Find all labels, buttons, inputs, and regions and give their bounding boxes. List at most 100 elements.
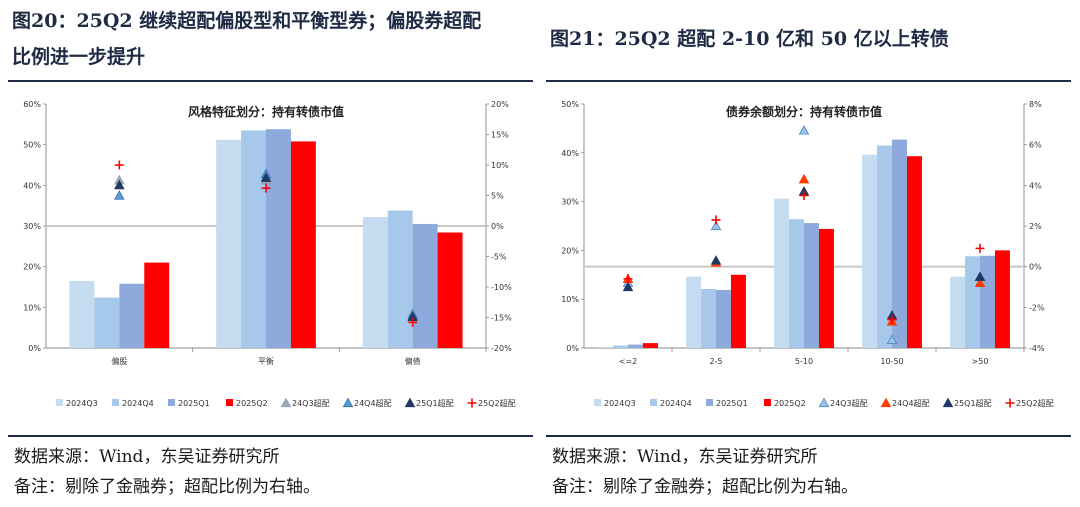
marker-24q3-10-50 [886, 334, 898, 344]
legend-marker-24q4 [880, 397, 892, 408]
x-axis-category-label: <=2 [619, 357, 638, 366]
bar-2025q2-cat [144, 262, 170, 348]
legend-label: 2024Q4 [122, 399, 154, 408]
legend-swatch-2024q4 [650, 399, 657, 406]
legend-swatch-2024q3 [594, 399, 601, 406]
legend-swatch-2024q4 [112, 399, 119, 406]
x-axis-category-label: 平衡 [258, 356, 274, 366]
bar-2025q1-10-50 [892, 139, 907, 348]
legend-label: 25Q1超配 [954, 398, 992, 408]
marker-25q2-cat [261, 183, 271, 193]
x-axis-category-label: >50 [972, 357, 989, 366]
bar-2025q1-cat [412, 223, 438, 348]
marker-24q3-2-5 [710, 220, 722, 231]
left-axis-tick-label: 40% [23, 181, 41, 190]
right-axis-tick-label: -4% [1029, 344, 1045, 353]
left-axis-tick-label: 30% [561, 198, 579, 207]
figure-21-title: 图21：25Q2 超配 2-10 亿和 50 亿以上转债 [550, 28, 949, 50]
legend-label: 2025Q2 [774, 399, 806, 408]
legend-label: 24Q3超配 [830, 398, 868, 408]
chart-title: 债券余额划分：持有转债市值 [726, 104, 882, 119]
figure-21-chart: 债券余额划分：持有转债市值 0% 10% 20% 30% 40% 50% -4% -2% 0% 2%… [561, 100, 1054, 408]
figure-21-note: 备注：剔除了金融券；超配比例为右轴。 [552, 477, 858, 497]
legend-label: 24Q3超配 [292, 398, 330, 408]
bar-2025q2-5-10 [818, 228, 834, 348]
marker-25q2-50 [975, 243, 985, 253]
bar-2025q2-2-5 [730, 274, 746, 348]
right-axis-tick-label: 20% [491, 100, 509, 109]
legend-marker-24q3 [280, 397, 292, 408]
legend-marker-25q2 [1005, 398, 1015, 408]
legend-marker-25q2 [467, 398, 477, 408]
bar-2025q1-2 [628, 344, 643, 348]
figure-21-top-rule [546, 80, 1071, 82]
left-axis-tick-label: 30% [23, 222, 41, 231]
x-axis-category-label: 10-50 [880, 357, 903, 366]
legend-swatch-2025q1 [706, 399, 713, 406]
legend-label: 25Q2超配 [478, 398, 516, 408]
left-axis-tick-label: 20% [561, 246, 579, 255]
bar-2024q3-10-50 [862, 154, 878, 348]
marker-25q2-2-5 [711, 215, 721, 225]
right-axis-tick-label: 15% [491, 131, 509, 140]
marker-25q1-2 [622, 281, 634, 292]
figure-20-top-rule [8, 80, 533, 82]
figure-20-source: 数据来源：Wind，东吴证券研究所 [14, 447, 280, 467]
bar-2025q1-cat [119, 283, 145, 348]
legend-label: 2025Q2 [236, 399, 268, 408]
right-axis-tick-label: -2% [1029, 303, 1045, 312]
x-axis-category-label: 偏债 [405, 356, 421, 366]
legend-swatch-2024q3 [56, 399, 63, 406]
right-axis-tick-label: -10% [491, 283, 512, 292]
figure-20-panel: 图20：25Q2 继续超配偏股型和平衡型券；偏股券超配 比例进一步提升 风格特征… [8, 0, 538, 507]
bar-2024q4-5-10 [789, 219, 804, 348]
bar-2024q4-2 [613, 345, 628, 348]
legend-label: 2024Q4 [660, 399, 692, 408]
bar-2025q1-50 [980, 255, 995, 348]
left-axis-tick-label: 50% [561, 100, 579, 109]
legend-label: 25Q1超配 [416, 398, 454, 408]
chart-title: 风格特征划分：持有转债市值 [188, 104, 344, 119]
legend-label: 24Q4超配 [354, 398, 392, 408]
bar-2025q2-50 [994, 250, 1010, 348]
marker-24q4-cat [114, 190, 125, 200]
bar-2024q4-50 [965, 256, 980, 348]
marker-25q1-cat [260, 172, 272, 182]
legend-marker-25q1 [942, 397, 954, 408]
right-axis-tick-label: 5% [491, 192, 504, 201]
right-axis-tick-label: -20% [491, 344, 512, 353]
marker-24q4-5-10 [798, 173, 810, 184]
x-axis-category-label: 偏股 [111, 356, 127, 366]
legend-marker-24q3 [818, 397, 830, 408]
figure-20-title-line2: 比例进一步提升 [12, 46, 146, 68]
bar-2025q2-2 [642, 343, 658, 348]
bar-2024q4-cat [387, 210, 413, 348]
marker-24q4-50 [974, 277, 986, 288]
bar-2024q3-cat [216, 139, 242, 348]
bar-2024q3-50 [950, 276, 966, 348]
bar-2025q2-10-50 [906, 156, 922, 348]
bar-2025q2-cat [290, 141, 316, 348]
bar-2024q3-cat [362, 217, 388, 348]
bar-2025q1-cat [266, 129, 291, 348]
left-axis-tick-label: 60% [23, 100, 41, 109]
left-axis-tick-label: 0% [28, 344, 41, 353]
bar-2025q2-cat [437, 232, 463, 348]
left-axis-tick-label: 10% [561, 295, 579, 304]
figure-21-bottom-rule [546, 435, 1071, 437]
bar-2024q4-cat [241, 130, 266, 348]
legend-marker-25q1 [404, 397, 416, 408]
right-axis-tick-label: 2% [1029, 222, 1042, 231]
left-axis-tick-label: 10% [23, 303, 41, 312]
marker-25q1-50 [974, 271, 986, 281]
legend-label: 25Q2超配 [1016, 398, 1054, 408]
legend-label: 2025Q1 [716, 399, 748, 408]
x-axis-category-label: 5-10 [795, 357, 813, 366]
marker-25q1-2-5 [710, 255, 722, 265]
bar-2024q4-10-50 [877, 145, 892, 348]
marker-25q1-cat [114, 179, 125, 190]
legend-swatch-2025q2 [764, 399, 771, 406]
legend-swatch-2025q1 [168, 399, 175, 406]
legend-label: 2024Q3 [604, 399, 636, 408]
bar-2024q3-2 [598, 347, 614, 348]
